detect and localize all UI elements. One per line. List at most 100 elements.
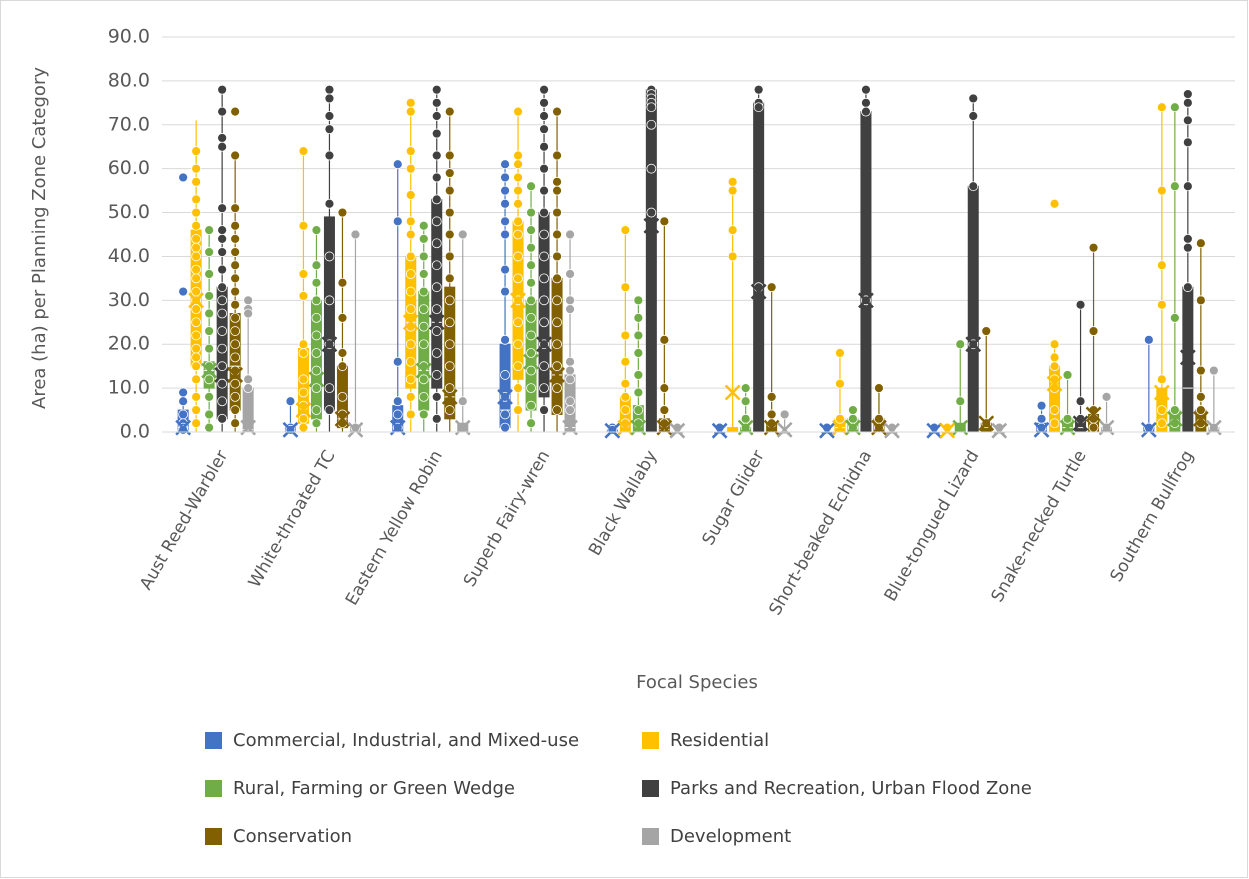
data-point [431, 84, 442, 95]
data-point [324, 93, 335, 104]
data-point [513, 198, 523, 209]
mean-marker [1046, 375, 1063, 392]
data-point [539, 317, 549, 328]
data-point [526, 225, 536, 236]
data-point [230, 299, 241, 310]
data-point [552, 207, 562, 218]
data-point [1036, 400, 1047, 411]
data-point [230, 418, 241, 429]
data-point [633, 330, 644, 341]
data-point [526, 242, 536, 253]
data-point [298, 220, 309, 231]
data-point [513, 405, 523, 415]
data-point [1169, 102, 1180, 113]
box [645, 89, 657, 433]
data-point [1062, 413, 1073, 424]
data-point [324, 405, 335, 415]
mean-marker [939, 422, 956, 439]
data-point [204, 247, 215, 257]
data-point [230, 106, 241, 117]
data-point [457, 396, 468, 407]
data-point [1195, 238, 1206, 249]
data-point [552, 361, 562, 372]
data-point [1195, 365, 1206, 376]
data-point [565, 304, 575, 315]
data-point [431, 194, 442, 205]
data-point [191, 405, 202, 415]
mean-marker [227, 367, 244, 383]
data-point [539, 141, 549, 152]
data-point [311, 365, 322, 376]
data-point [204, 374, 215, 385]
data-point [418, 321, 429, 332]
mean-marker [1153, 384, 1170, 401]
data-point [500, 286, 510, 297]
data-point [526, 295, 536, 306]
data-point [526, 383, 536, 394]
data-point [861, 106, 871, 117]
data-point [311, 330, 322, 341]
data-point [444, 405, 455, 415]
data-point [1049, 352, 1060, 363]
data-point [565, 365, 575, 376]
y-tick-label: 0.0 [120, 421, 150, 443]
data-point [285, 396, 296, 407]
legend-label: Development [670, 826, 791, 847]
data-point [324, 251, 335, 262]
data-point [191, 330, 202, 341]
data-point [500, 334, 510, 345]
data-point [444, 339, 455, 350]
mean-marker [1072, 415, 1089, 432]
data-point [191, 146, 202, 157]
data-point [243, 383, 254, 394]
data-point [392, 356, 403, 367]
data-point [191, 286, 202, 297]
data-point [444, 361, 455, 372]
data-point [191, 264, 202, 275]
data-point [1156, 405, 1167, 415]
data-point [444, 383, 455, 394]
data-point [324, 150, 335, 161]
legend-label: Rural, Farming or Green Wedge [233, 778, 515, 799]
mean-marker [750, 283, 767, 300]
data-point [552, 339, 562, 350]
data-point [1049, 405, 1060, 415]
data-point [526, 312, 536, 323]
data-point [431, 282, 442, 293]
data-point [217, 133, 228, 143]
data-point [633, 295, 644, 306]
mean-marker [1166, 410, 1183, 427]
data-point [191, 374, 202, 385]
data-point [243, 374, 254, 385]
data-point [243, 308, 254, 319]
data-point [1049, 418, 1060, 429]
data-point [230, 405, 241, 415]
data-point [324, 198, 335, 209]
data-point [727, 251, 738, 262]
data-point [1182, 233, 1193, 244]
y-tick-label: 90.0 [108, 26, 150, 48]
data-point [204, 308, 215, 319]
data-point [1156, 185, 1167, 196]
data-point [405, 269, 416, 279]
data-point [444, 185, 455, 196]
data-point [620, 391, 631, 402]
mean-marker [201, 362, 218, 379]
data-point [513, 383, 523, 394]
data-point [191, 163, 202, 174]
box [967, 185, 979, 433]
mean-marker [1179, 349, 1196, 366]
mean-marker [536, 336, 552, 353]
data-point [539, 111, 549, 121]
legend-swatch [642, 780, 659, 797]
mean-marker [819, 422, 835, 439]
data-point [500, 172, 510, 183]
mean-marker [1085, 406, 1102, 423]
data-point [431, 370, 442, 380]
data-point [405, 286, 416, 297]
data-point [217, 326, 228, 336]
data-point [526, 348, 536, 358]
mean-marker [321, 336, 338, 353]
data-point [217, 378, 228, 389]
mean-marker [347, 421, 364, 438]
